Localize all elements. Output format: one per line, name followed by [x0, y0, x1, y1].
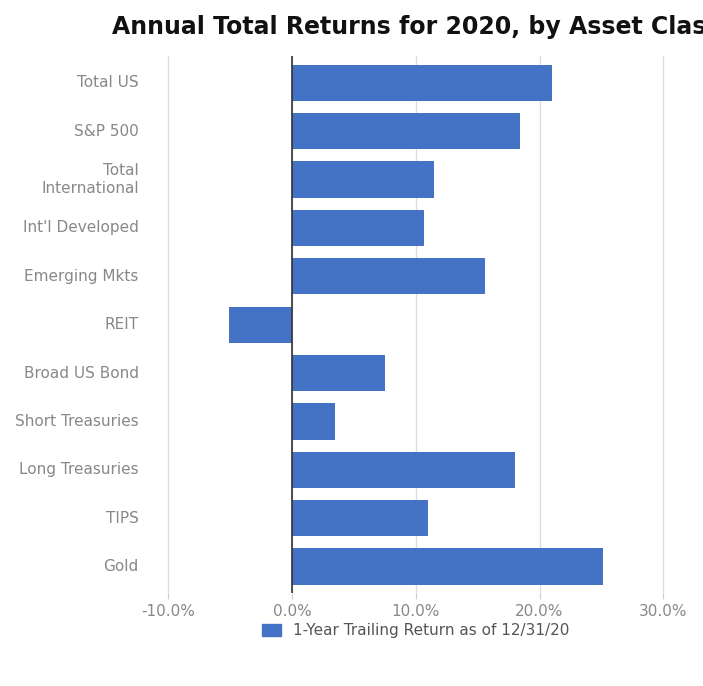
Legend: 1-Year Trailing Return as of 12/31/20: 1-Year Trailing Return as of 12/31/20 — [256, 617, 575, 645]
Bar — [292, 403, 335, 440]
Bar — [292, 355, 385, 391]
Bar — [292, 500, 428, 536]
Bar — [292, 258, 485, 294]
Bar — [292, 161, 434, 198]
Bar — [292, 451, 515, 488]
Bar — [292, 113, 520, 150]
Bar — [229, 307, 292, 343]
Bar — [292, 210, 425, 246]
Title: Annual Total Returns for 2020, by Asset Class: Annual Total Returns for 2020, by Asset … — [112, 15, 703, 39]
Bar — [292, 548, 602, 584]
Bar — [292, 64, 552, 101]
